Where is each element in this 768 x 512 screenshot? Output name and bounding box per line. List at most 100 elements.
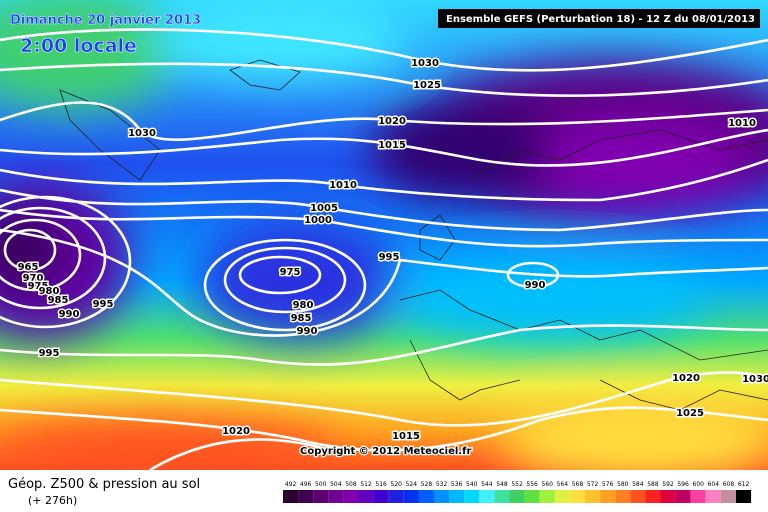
legend-label: 564 — [557, 481, 569, 488]
legend-label: 528 — [421, 481, 433, 488]
legend-label: 544 — [481, 481, 493, 488]
legend-swatch — [615, 490, 631, 503]
isobar-label: 1010 — [329, 180, 357, 191]
isobar-label: 995 — [379, 252, 400, 263]
legend-swatch — [313, 490, 329, 503]
isobar-label: 1030 — [128, 128, 156, 139]
isobar-label: 965 — [18, 262, 39, 273]
legend-label: 508 — [345, 481, 357, 488]
isobar-label: 1010 — [728, 118, 756, 129]
isobar-label: 1005 — [310, 203, 338, 214]
legend-label: 516 — [375, 481, 387, 488]
legend-label: 496 — [300, 481, 312, 488]
legend-swatch — [645, 490, 661, 503]
legend-swatch — [464, 490, 480, 503]
legend-swatch — [736, 490, 752, 503]
footer-lead: (+ 276h) — [28, 494, 77, 507]
legend-label: 520 — [391, 481, 403, 488]
legend-label: 568 — [572, 481, 584, 488]
legend-label: 596 — [677, 481, 689, 488]
isobar-label: 995 — [93, 299, 114, 310]
date-label: Dimanche 20 janvier 2013 — [10, 13, 201, 28]
legend-swatch — [509, 490, 525, 503]
legend-label: 612 — [738, 481, 750, 488]
isobar-label: 1025 — [676, 408, 704, 419]
isobar-label: 1020 — [378, 116, 406, 127]
legend-swatch — [358, 490, 374, 503]
isobar-label: 1025 — [413, 80, 441, 91]
legend-swatch — [434, 490, 450, 503]
legend-label: 540 — [466, 481, 478, 488]
legend-label: 552 — [511, 481, 523, 488]
isobar-label: 1030 — [742, 374, 768, 385]
isobar-label: 990 — [297, 326, 318, 337]
isobar-label: 1030 — [411, 58, 439, 69]
legend-label: 548 — [496, 481, 508, 488]
isobar-label: 1020 — [222, 426, 250, 437]
isobar-label: 1000 — [304, 215, 332, 226]
legend-label: 588 — [647, 481, 659, 488]
isobar-label: 1020 — [672, 373, 700, 384]
legend-swatch — [690, 490, 706, 503]
legend-swatch — [569, 490, 585, 503]
legend-label: 592 — [662, 481, 674, 488]
legend-swatch — [630, 490, 646, 503]
isobar-label: 1015 — [378, 140, 406, 151]
isobar-label: 985 — [291, 313, 312, 324]
legend-swatch — [343, 490, 359, 503]
isobar-label: 980 — [39, 286, 60, 297]
isobar-label: 995 — [39, 348, 60, 359]
isobar-label: 980 — [293, 300, 314, 311]
legend-label: 532 — [436, 481, 448, 488]
legend-swatch — [539, 490, 555, 503]
legend-swatch — [600, 490, 616, 503]
legend-label: 576 — [602, 481, 614, 488]
legend-swatch — [328, 490, 344, 503]
legend-swatch — [298, 490, 314, 503]
isobars — [0, 28, 768, 470]
legend-label: 560 — [542, 481, 554, 488]
legend-swatch — [403, 490, 419, 503]
legend-label: 512 — [360, 481, 372, 488]
isobar-label: 975 — [280, 267, 301, 278]
legend-label: 504 — [330, 481, 342, 488]
legend-swatch — [660, 490, 676, 503]
legend-swatch — [524, 490, 540, 503]
legend-swatch — [705, 490, 721, 503]
legend-label: 604 — [708, 481, 720, 488]
time-label: 2:00 locale — [20, 35, 137, 57]
legend-swatch — [720, 490, 736, 503]
legend-swatch — [388, 490, 404, 503]
isobar-label: 990 — [525, 280, 546, 291]
legend-label: 580 — [617, 481, 629, 488]
isobar-label: 975 — [28, 281, 49, 292]
legend-swatch — [373, 490, 389, 503]
isobar-label: 1015 — [392, 431, 420, 442]
color-legend: 492 496 500 504 508 512 516 520 524 528 532 536 540 5… — [283, 481, 752, 503]
legend-label: 608 — [723, 481, 735, 488]
model-box — [438, 9, 760, 28]
isobar-label: 990 — [59, 309, 80, 320]
legend-label: 536 — [451, 481, 463, 488]
legend-swatch — [418, 490, 434, 503]
footer-title: Géop. Z500 & pression au sol — [8, 477, 200, 492]
legend-label: 500 — [315, 481, 327, 488]
isobar-label: 970 — [23, 273, 44, 284]
legend-label: 600 — [693, 481, 705, 488]
legend-swatch — [585, 490, 601, 503]
legend-label: 556 — [526, 481, 538, 488]
legend-label: 584 — [632, 481, 644, 488]
copyright: Copyright © 2012 Meteociel.fr — [300, 446, 471, 457]
legend-swatch — [449, 490, 465, 503]
isobar-label: 985 — [48, 295, 69, 306]
legend-swatch — [283, 490, 299, 503]
legend-swatch — [675, 490, 691, 503]
legend-swatch — [479, 490, 495, 503]
legend-label: 524 — [406, 481, 418, 488]
legend-label: 572 — [587, 481, 599, 488]
model-label: Ensemble GEFS (Perturbation 18) - 12 Z d… — [446, 14, 755, 25]
